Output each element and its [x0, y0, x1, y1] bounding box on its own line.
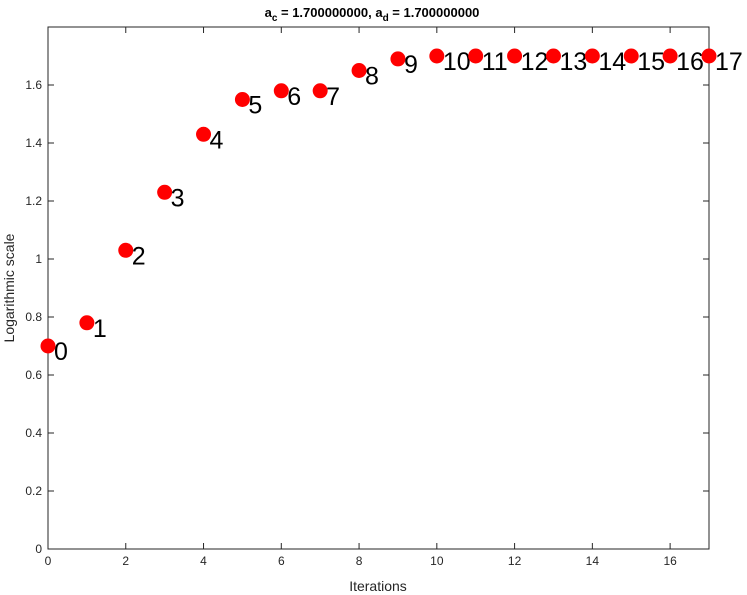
x-axis-label: Iterations: [349, 578, 407, 594]
data-point-label: 1: [93, 315, 107, 343]
data-point: [468, 48, 484, 64]
data-point: [196, 126, 212, 142]
data-point-label: 6: [287, 83, 301, 111]
data-point-label: 2: [132, 242, 146, 270]
data-point-label: 12: [521, 48, 549, 76]
data-point: [623, 48, 639, 64]
data-point-label: 10: [443, 48, 471, 76]
data-point: [312, 83, 328, 99]
data-point: [507, 48, 523, 64]
data-point-label: 16: [676, 48, 704, 76]
data-point: [545, 48, 561, 64]
y-tick-label: 1.2: [25, 194, 42, 208]
y-tick-label: 0.2: [25, 484, 42, 498]
data-point: [273, 83, 289, 99]
x-tick-label: 8: [356, 554, 363, 568]
data-point-label: 0: [54, 338, 68, 366]
data-point: [701, 48, 717, 64]
y-tick-label: 0.4: [25, 426, 42, 440]
x-tick-label: 10: [430, 554, 444, 568]
title-part-2: = 1.700000000, a: [277, 5, 383, 20]
y-tick-label: 1.6: [25, 78, 42, 92]
x-axis: 0 2 4 6 8 10 12 14 16: [45, 27, 677, 568]
data-point: [157, 184, 173, 200]
data-point: [79, 315, 95, 331]
y-tick-label: 1.4: [25, 136, 42, 150]
plot-frame: [47, 26, 710, 550]
y-tick-label: 1: [35, 252, 42, 266]
x-tick-label: 6: [278, 554, 285, 568]
data-point-label: 9: [404, 51, 418, 79]
title-subscript-2: d: [383, 13, 389, 24]
data-point-label: 3: [171, 184, 185, 212]
chart-title: ac = 1.700000000, ad = 1.700000000: [265, 5, 480, 24]
y-tick-label: 0: [35, 542, 42, 556]
data-point-label: 8: [365, 63, 379, 91]
data-point-label: 14: [598, 48, 626, 76]
data-point: [662, 48, 678, 64]
y-axis-label: Logarithmic scale: [1, 233, 17, 342]
x-tick-label: 14: [586, 554, 600, 568]
data-point: [390, 51, 406, 67]
y-tick-label: 0.6: [25, 368, 42, 382]
data-point: [118, 242, 134, 258]
x-tick-label: 12: [508, 554, 522, 568]
data-point-label: 17: [715, 48, 743, 76]
data-point-label: 7: [326, 83, 340, 111]
title-part-1: a: [265, 5, 273, 20]
y-tick-label: 0.8: [25, 310, 42, 324]
data-point: [234, 92, 250, 107]
title-subscript-1: c: [272, 13, 278, 24]
data-point-label: 15: [637, 48, 665, 76]
title-part-3: = 1.700000000: [389, 5, 480, 20]
x-tick-label: 4: [200, 554, 207, 568]
y-axis: 0 0.2 0.4 0.6 0.8 1 1.2 1.4 1.6: [25, 78, 709, 556]
x-tick-label: 2: [122, 554, 129, 568]
data-point-label: 4: [210, 126, 224, 154]
data-point: [351, 63, 367, 78]
data-point: [40, 338, 56, 354]
data-point-label: 13: [559, 48, 587, 76]
x-tick-label: 16: [663, 554, 677, 568]
data-point-label: 5: [248, 92, 262, 120]
data-point: [429, 48, 445, 64]
x-tick-label: 0: [45, 554, 52, 568]
data-point: [584, 48, 600, 64]
data-point-label: 11: [482, 48, 508, 76]
